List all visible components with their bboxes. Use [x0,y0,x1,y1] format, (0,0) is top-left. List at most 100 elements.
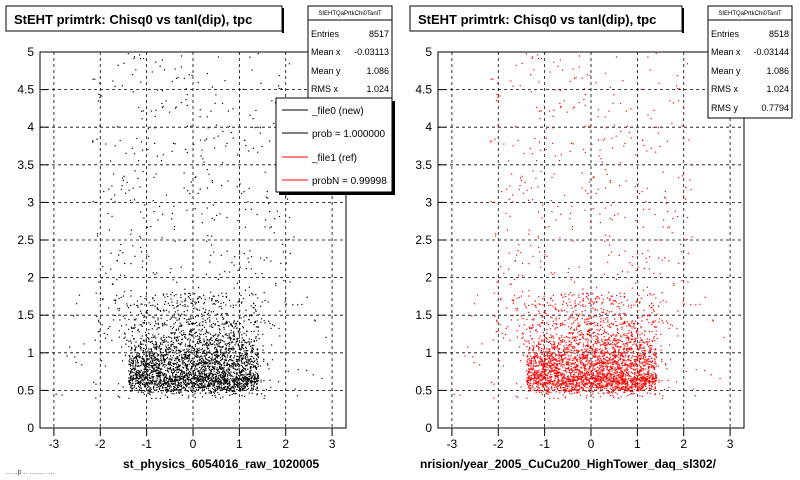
scatter-point [161,343,163,345]
scatter-point [216,377,218,379]
scatter-point [137,365,139,367]
scatter-point [183,77,185,79]
scatter-point [226,334,228,336]
scatter-point [144,304,146,306]
scatter-point [168,111,171,113]
scatter-point [130,379,132,382]
scatter-point [176,305,179,307]
scatter-point [198,356,200,358]
scatter-point [257,378,259,380]
scatter-point [200,383,202,385]
scatter-point [193,384,195,386]
scatter-point [148,354,151,357]
scatter-point [187,339,189,341]
scatter-point [175,388,178,390]
scatter-point [109,160,112,162]
scatter-point [226,390,228,392]
scatter-point [171,381,173,383]
scatter-point [161,339,163,342]
scatter-point [250,367,252,370]
scatter-point [209,383,211,385]
scatter-point [238,379,240,382]
scatter-point [151,359,153,361]
scatter-point [248,379,250,381]
scatter-point [234,368,236,370]
scatter-point [624,313,626,315]
scatter-point [640,378,643,380]
scatter-point [225,373,227,375]
scatter-point [192,371,195,373]
scatter-point [577,349,579,351]
scatter-point [189,341,191,343]
scatter-point [648,305,650,307]
scatter-point [130,342,132,344]
scatter-point [162,154,164,156]
scatter-point [232,332,235,334]
scatter-point [628,375,630,377]
scatter-point [556,327,558,329]
scatter-point [596,324,598,326]
scatter-point [145,334,147,336]
scatter-point [93,381,95,383]
scatter-point [227,337,229,339]
scatter-point [130,358,132,360]
scatter-point [176,336,178,338]
scatter-point [210,357,212,360]
scatter-point [172,368,174,370]
scatter-point [109,326,111,328]
scatter-point [178,366,180,368]
scatter-point [153,210,155,213]
scatter-point [567,368,569,370]
scatter-point [236,385,239,387]
scatter-point [528,364,530,366]
scatter-point [556,346,558,348]
scatter-point [586,292,588,295]
scatter-point [223,379,225,382]
scatter-point [631,335,634,338]
scatter-point [639,344,641,346]
scatter-point [579,357,582,360]
scatter-point [244,289,247,291]
scatter-point [236,369,239,371]
scatter-point [152,388,155,390]
scatter-point [615,334,617,336]
scatter-point [542,385,544,387]
scatter-point [145,350,147,352]
scatter-point [596,363,598,365]
scatter-point [213,377,215,379]
scatter-point [200,386,203,388]
scatter-point [235,393,237,395]
scatter-point [184,351,186,353]
scatter-point [124,317,126,320]
scatter-point [139,341,142,343]
scatter-point [143,384,145,386]
scatter-point [128,345,130,348]
scatter-point [529,375,531,377]
scatter-point [511,173,513,175]
scatter-point [174,68,176,70]
scatter-point [173,323,175,325]
scatter-point [236,386,239,388]
scatter-point [247,383,249,386]
scatter-point [191,349,193,351]
scatter-point [149,387,151,389]
scatter-point [650,387,652,389]
scatter-point [288,63,291,65]
scatter-point [566,358,568,360]
scatter-point [146,254,148,256]
scatter-point [175,379,177,381]
scatter-point [565,390,567,392]
scatter-point [571,205,573,207]
scatter-point [122,252,124,254]
scatter-point [200,297,203,300]
scatter-point [95,383,97,385]
scatter-point [162,383,164,386]
scatter-point [187,378,189,380]
scatter-point [152,377,154,379]
scatter-point [155,61,157,63]
scatter-point [492,78,494,80]
scatter-point [132,245,134,247]
scatter-point [232,366,234,368]
scatter-point [245,350,247,352]
scatter-point [140,391,143,393]
